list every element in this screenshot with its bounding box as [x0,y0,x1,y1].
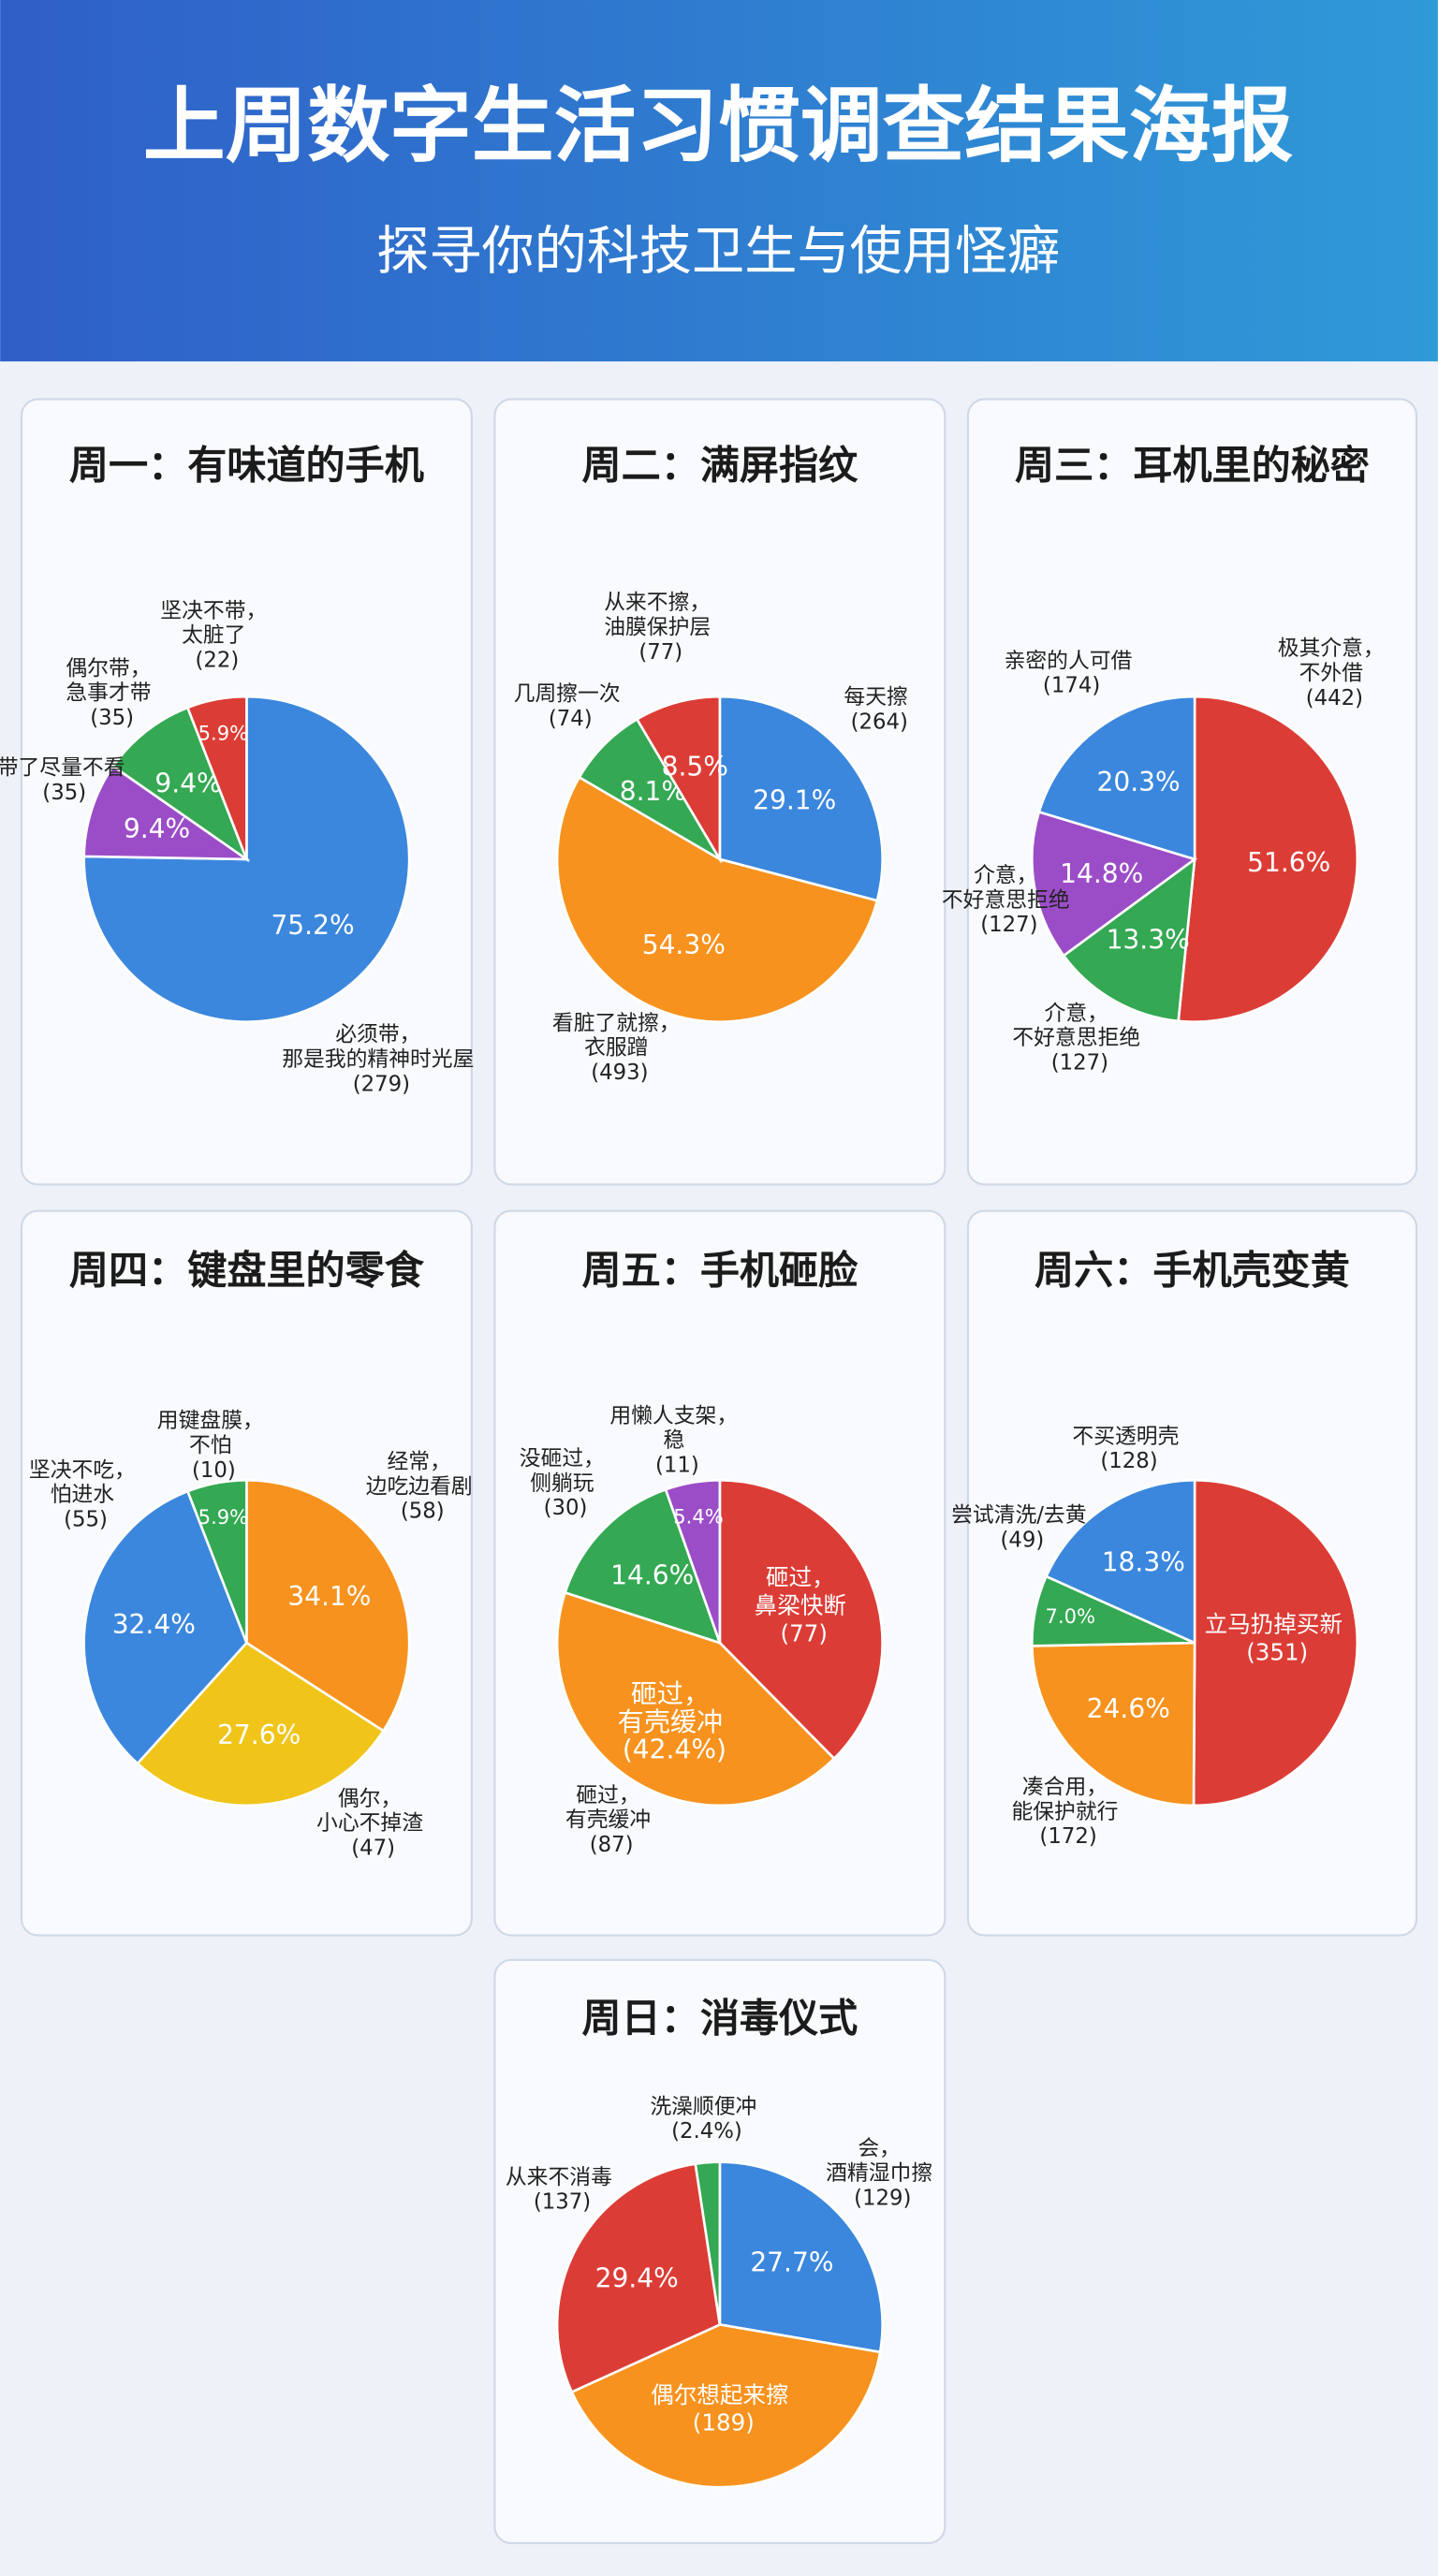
pie-slice [185,1479,248,1644]
pie-slice [555,2162,722,2394]
category-label: 砸过，有壳缓冲 (87) [565,1783,651,1857]
chart-title: 周一：有味道的手机 [69,443,424,489]
value-label: 5.4% [673,1505,723,1529]
value-label: 75.2% [271,910,354,941]
category-label: 凑合用，能保护就行 (172) [1011,1775,1118,1849]
chart-title: 周日：消毒仪式 [581,1995,858,2041]
category-label: 介意，不好意思拒绝 (127) [1012,1001,1140,1075]
value-label: 24.6% [1087,1693,1170,1724]
pie-slice [136,1641,386,1808]
category-label: 从来不擦，油膜保护层 (77) [604,591,711,665]
value-label: 20.3% [1096,767,1180,798]
category-label: 亲密的人可借 (174) [1005,649,1133,697]
value-label: 29.4% [595,2262,679,2293]
pie-slice [563,1487,723,1646]
category-label: 每天擦 (264) [844,685,908,734]
category-label: 看脏了就擦，衣服蹭 (493) [552,1011,681,1085]
value-label: 8.5% [662,752,728,783]
value-label: 14.6% [610,1560,694,1591]
chart-title: 周四：键盘里的零食 [69,1248,425,1294]
category-label: 必须带，那是我的精神时光屋 (279) [282,1022,474,1096]
value-label: 9.4% [124,813,190,844]
pie-slice [555,1590,836,1808]
value-label: 5.9% [198,722,248,745]
pie-slice [569,2323,882,2489]
value-label: 51.6% [1247,847,1330,878]
category-label: 尝试清洗/去黄 (49) [951,1503,1086,1552]
poster-title: 上周数字生活习惯调查结果海报 [143,78,1294,173]
value-label: 9.4% [154,768,221,799]
category-label: 从来不消毒 (137) [506,2165,612,2214]
pie-slice [718,1479,884,1761]
value-label: 5.9% [198,1505,248,1529]
category-label: 带了尽量不看 (35) [0,755,125,804]
category-label: 极其介意，不外借 (442) [1278,637,1385,710]
value-label: 18.3% [1102,1547,1185,1578]
category-label: 用懒人支架，稳 (11) [609,1403,738,1477]
category-label: 偶尔带，急事才带 (35) [66,656,151,730]
value-label: 砸过，有壳缓冲 (42.4%) [614,1678,726,1765]
value-label: 7.0% [1046,1604,1095,1628]
category-label: 砸过，鼻梁快断 (77) [755,1564,846,1647]
category-label: 坚决不带，太脏了 (22) [160,598,267,672]
pie-slice [1044,1479,1196,1646]
category-label: 会，酒精湿巾擦 (129) [826,2136,932,2210]
poster-subtitle: 探寻你的科技卫生与使用怪癖 [376,222,1060,283]
value-label: 32.4% [112,1609,196,1640]
category-label: 几周擦一次 (74) [514,681,621,730]
value-label: 54.3% [642,929,726,960]
chart-title: 周二：满屏指纹 [581,443,858,489]
header-band [0,0,1438,362]
category-label: 坚决不吃，怕进水 (55) [29,1457,136,1531]
pie-slice [1037,695,1196,861]
value-label: 29.1% [753,784,836,815]
pie-slice [185,695,248,860]
category-label: 不买透明壳 (128) [1072,1424,1179,1472]
category-label: 没砸过，侧躺玩 (30) [520,1446,605,1520]
category-label: 偶尔，小心不掉渣 (47) [316,1786,423,1860]
category-label: 介意，不好意思拒绝 (127) [942,863,1070,937]
pie-slice [1177,695,1359,1023]
pie-slice [664,1479,722,1644]
pie-slice [1031,1641,1196,1808]
chart-title: 周五：手机砸脸 [581,1248,858,1294]
category-label: 洗澡顺便冲 (2.4%) [650,2094,756,2143]
chart-title: 周三：耳机里的秘密 [1015,443,1370,489]
pie-slice [718,2160,884,2354]
category-label: 立马扔掉买新 (351) [1205,1611,1343,1666]
pie-slice [694,2160,722,2325]
pie-slice [1062,856,1196,1023]
pie-slice [718,695,884,902]
value-label: 13.3% [1107,924,1190,955]
pie-slice [635,695,722,864]
pie-slice [111,706,250,863]
pie-slice [555,775,879,1023]
value-label: 14.8% [1060,858,1143,889]
value-label: 27.6% [217,1720,301,1750]
category-label: 偶尔想起来擦 (189) [651,2381,788,2437]
pie-slice [82,1489,248,1765]
chart-title: 周六：手机壳变黄 [1034,1248,1350,1294]
pie-slice [82,764,251,861]
pie-slice [577,717,724,863]
pie-slice [1192,1479,1358,1808]
value-label: 27.7% [750,2247,833,2278]
value-label: 34.1% [287,1581,371,1612]
category-label: 经常，边吃边看剧 (58) [366,1450,473,1524]
category-label: 用键盘膜，不怕 (10) [157,1409,264,1483]
